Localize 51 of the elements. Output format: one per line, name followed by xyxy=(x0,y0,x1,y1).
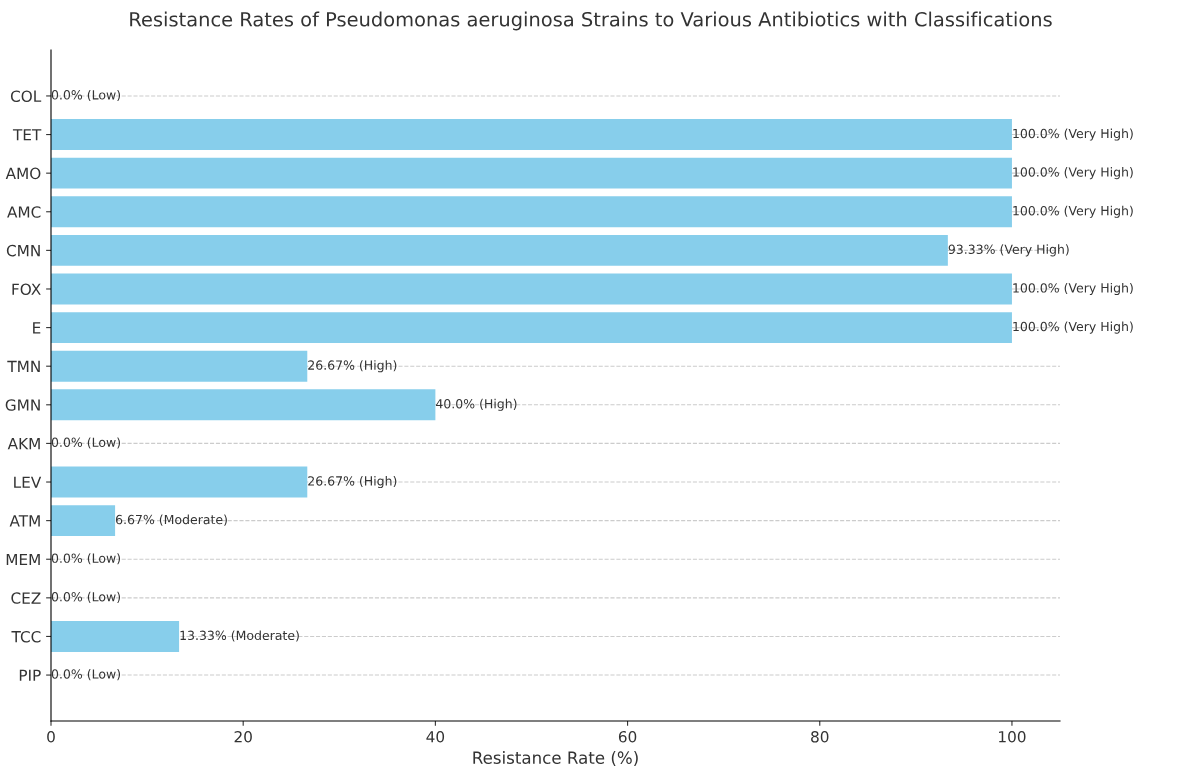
y-tick-label: AKM xyxy=(7,438,40,450)
y-tick-label: FOX xyxy=(12,283,41,295)
bar xyxy=(51,621,180,652)
bar xyxy=(51,273,1012,305)
data-label: 100.0% (Very High) xyxy=(1013,167,1133,180)
data-label: 13.33% (Moderate) xyxy=(180,630,299,642)
y-tick-label: PIP xyxy=(19,669,41,681)
bar xyxy=(51,350,308,382)
x-tick-label: 40 xyxy=(426,730,445,743)
data-label: 100.0% (Very High) xyxy=(1013,282,1133,296)
data-label: 6.67% (Moderate) xyxy=(115,514,227,526)
data-label: 26.67% (High) xyxy=(308,360,397,373)
y-tick-label: TCC xyxy=(11,630,41,643)
data-label: 40.0% (High) xyxy=(435,398,517,411)
bar xyxy=(51,234,948,266)
data-label: 93.33% (Very High) xyxy=(948,244,1069,257)
bar xyxy=(51,466,308,498)
data-label: 100.0% (Very High) xyxy=(1013,321,1133,334)
y-tick-label: CMN xyxy=(6,244,40,257)
bar xyxy=(51,505,116,537)
data-label: 0.0% (Low) xyxy=(51,89,121,102)
data-label: 0.0% (Low) xyxy=(51,669,121,681)
y-tick-label: E xyxy=(33,322,41,334)
y-tick-label: COL xyxy=(10,90,42,102)
y-tick-label: TET xyxy=(12,129,42,141)
y-tick-label: AMC xyxy=(7,206,41,218)
data-label: 0.0% (Low) xyxy=(51,437,121,449)
y-tick-label: CEZ xyxy=(11,592,41,604)
y-tick-label: TMN xyxy=(7,360,40,372)
bar xyxy=(51,389,436,421)
y-tick-label: AMO xyxy=(5,167,41,180)
bar xyxy=(51,196,1012,228)
x-axis-title: Resistance Rate (%) xyxy=(473,751,638,766)
data-label: 0.0% (Low) xyxy=(51,553,121,565)
y-tick-label: GMN xyxy=(5,399,40,411)
data-label: 0.0% (Low) xyxy=(51,591,121,603)
y-tick-label: LEV xyxy=(14,476,42,488)
data-label: 26.67% (High) xyxy=(308,475,397,489)
x-tick-label: 0 xyxy=(47,730,55,743)
y-tick-label: MEM xyxy=(6,553,40,566)
chart-title: Resistance Rates of Pseudomonas aeruginosa Strains to Various Antibiotics with Classifications xyxy=(130,11,1052,31)
bar xyxy=(51,157,1012,189)
bar xyxy=(51,312,1012,344)
x-tick-label: 100 xyxy=(999,730,1026,743)
x-tick-label: 60 xyxy=(618,730,637,743)
x-tick-label: 80 xyxy=(811,730,829,743)
bar xyxy=(51,119,1012,150)
data-label: 100.0% (Very High) xyxy=(1013,128,1133,141)
x-tick-label: 20 xyxy=(234,730,252,743)
y-tick-label: ATM xyxy=(9,515,40,527)
data-label: 100.0% (Very High) xyxy=(1013,205,1133,218)
